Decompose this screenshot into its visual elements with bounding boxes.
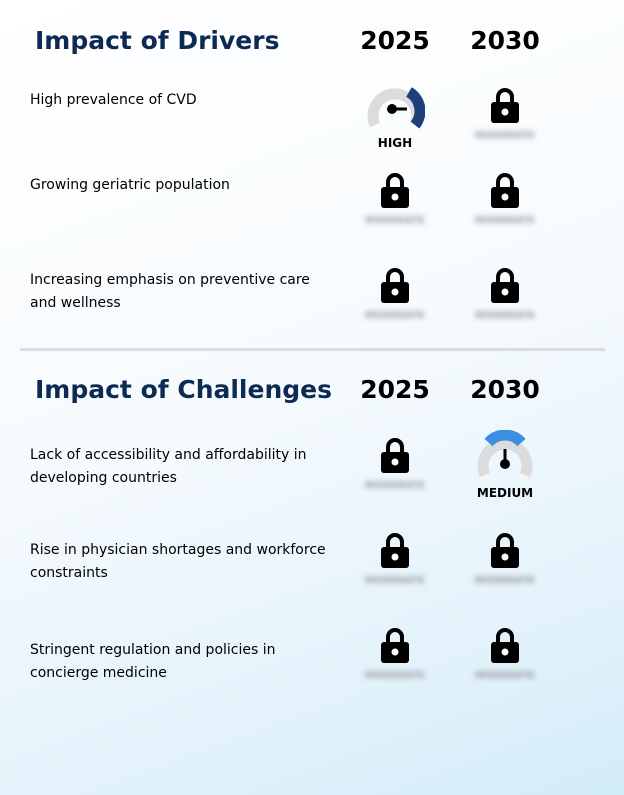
drivers-year-2025: 2025 [360, 26, 430, 55]
hidden-level-text: MODERATE [475, 131, 535, 141]
gauge-level-label: MEDIUM [476, 486, 534, 500]
lock-icon [381, 438, 409, 473]
gauge-medium-icon [477, 430, 533, 478]
lock-icon [491, 533, 519, 568]
hidden-level-text: MODERATE [475, 216, 535, 226]
lock-icon [381, 268, 409, 303]
driver-preventive-2025-locked[interactable]: MODERATE [340, 267, 450, 321]
driver-label-preventive: Increasing emphasis on preventive care a… [30, 272, 310, 311]
hidden-level-text: MODERATE [365, 576, 425, 586]
driver-cvd-2030-locked[interactable]: MODERATE [450, 87, 560, 141]
driver-label-cvd: High prevalence of CVD [30, 92, 197, 108]
challenges-title: Impact of Challenges [35, 375, 332, 404]
driver-label-geriatric: Growing geriatric population [30, 177, 230, 193]
lock-icon [381, 173, 409, 208]
section-divider [20, 348, 605, 351]
lock-icon [491, 268, 519, 303]
challenges-year-2025: 2025 [360, 375, 430, 404]
hidden-level-text: MODERATE [365, 481, 425, 491]
challenge-label-physician: Rise in physician shortages and workforc… [30, 542, 326, 581]
challenge-label-accessibility: Lack of accessibility and affordability … [30, 447, 307, 486]
challenges-year-2030: 2030 [470, 375, 540, 404]
hidden-level-text: MODERATE [475, 671, 535, 681]
lock-icon [491, 88, 519, 123]
lock-icon [381, 628, 409, 663]
drivers-title: Impact of Drivers [35, 26, 280, 55]
lock-icon [491, 173, 519, 208]
lock-icon [491, 628, 519, 663]
challenge-accessibility-2030-gauge: MEDIUM [450, 430, 560, 500]
challenge-physician-2030-locked[interactable]: MODERATE [450, 532, 560, 586]
driver-cvd-2025-gauge: HIGH [340, 80, 450, 150]
driver-geriatric-2025-locked[interactable]: MODERATE [340, 172, 450, 226]
gauge-high-icon [367, 87, 425, 129]
challenge-regulation-2025-locked[interactable]: MODERATE [340, 627, 450, 681]
hidden-level-text: MODERATE [365, 671, 425, 681]
drivers-year-2030: 2030 [470, 26, 540, 55]
lock-icon [381, 533, 409, 568]
hidden-level-text: MODERATE [365, 216, 425, 226]
hidden-level-text: MODERATE [365, 311, 425, 321]
challenge-label-regulation: Stringent regulation and policies in con… [30, 642, 276, 681]
gauge-level-label: HIGH [377, 136, 413, 150]
challenge-accessibility-2025-locked[interactable]: MODERATE [340, 437, 450, 491]
challenge-regulation-2030-locked[interactable]: MODERATE [450, 627, 560, 681]
challenge-physician-2025-locked[interactable]: MODERATE [340, 532, 450, 586]
hidden-level-text: MODERATE [475, 576, 535, 586]
driver-preventive-2030-locked[interactable]: MODERATE [450, 267, 560, 321]
driver-geriatric-2030-locked[interactable]: MODERATE [450, 172, 560, 226]
hidden-level-text: MODERATE [475, 311, 535, 321]
